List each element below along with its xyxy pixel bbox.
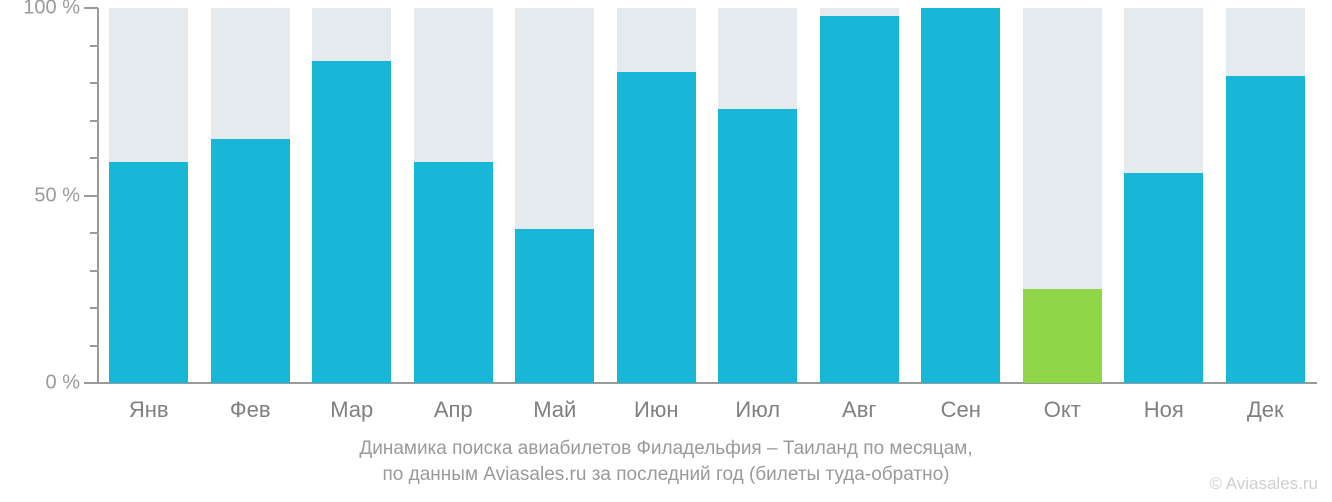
y-tick-minor <box>90 270 98 272</box>
x-axis-label: Июл <box>735 397 780 423</box>
bar-fill <box>414 162 493 383</box>
y-tick-major <box>84 195 98 197</box>
bar-slot <box>312 8 391 383</box>
bar-slot <box>1226 8 1305 383</box>
x-axis-label: Янв <box>129 397 169 423</box>
bar-slot <box>921 8 1000 383</box>
bar-fill <box>820 16 899 384</box>
x-axis-label: Ноя <box>1144 397 1184 423</box>
bar-fill <box>1226 76 1305 384</box>
bar-slot <box>820 8 899 383</box>
x-axis-label: Сен <box>941 397 981 423</box>
y-tick-label: 50 % <box>34 184 80 207</box>
y-tick-major <box>84 7 98 9</box>
y-tick-label: 100 % <box>23 0 80 20</box>
y-tick-minor <box>90 82 98 84</box>
bar-slot <box>718 8 797 383</box>
bar-slot <box>414 8 493 383</box>
x-axis-label: Апр <box>434 397 473 423</box>
x-axis-label: Фев <box>230 397 271 423</box>
y-tick-major <box>84 382 98 384</box>
bar-slot <box>211 8 290 383</box>
bar-slot <box>1023 8 1102 383</box>
plot-area: 0 %50 %100 %ЯнвФевМарАпрМайИюнИюлАвгСенО… <box>98 8 1316 383</box>
chart-caption: Динамика поиска авиабилетов Филадельфия … <box>0 436 1332 487</box>
bar-slot <box>1124 8 1203 383</box>
watermark: © Aviasales.ru <box>1209 474 1318 494</box>
y-tick-minor <box>90 157 98 159</box>
y-tick-minor <box>90 45 98 47</box>
x-axis-label: Мар <box>330 397 373 423</box>
x-axis-label: Дек <box>1247 397 1284 423</box>
bar-fill <box>617 72 696 383</box>
x-axis-label: Май <box>533 397 576 423</box>
bar-fill <box>1124 173 1203 383</box>
caption-line-2: по данным Aviasales.ru за последний год … <box>383 464 950 485</box>
y-tick-minor <box>90 307 98 309</box>
bar-fill <box>921 8 1000 383</box>
y-tick-minor <box>90 120 98 122</box>
bar-slot <box>515 8 594 383</box>
x-axis-label: Окт <box>1044 397 1081 423</box>
x-axis-label: Июн <box>634 397 678 423</box>
bar-fill <box>718 109 797 383</box>
caption-line-1: Динамика поиска авиабилетов Филадельфия … <box>359 438 972 459</box>
bar-slot <box>617 8 696 383</box>
x-axis-label: Авг <box>842 397 876 423</box>
y-tick-minor <box>90 345 98 347</box>
y-tick-minor <box>90 232 98 234</box>
bar-fill <box>312 61 391 384</box>
chart-container: 0 % 50 % 100 % Янв Фев Мар Апр Май Июн Июл Авг Сен О… <box>0 0 1332 502</box>
bar-fill <box>211 139 290 383</box>
y-tick-label: 0 % <box>46 372 80 395</box>
bar-fill <box>515 229 594 383</box>
bar-fill <box>1023 289 1102 383</box>
bar-slot <box>109 8 188 383</box>
bar-fill <box>109 162 188 383</box>
